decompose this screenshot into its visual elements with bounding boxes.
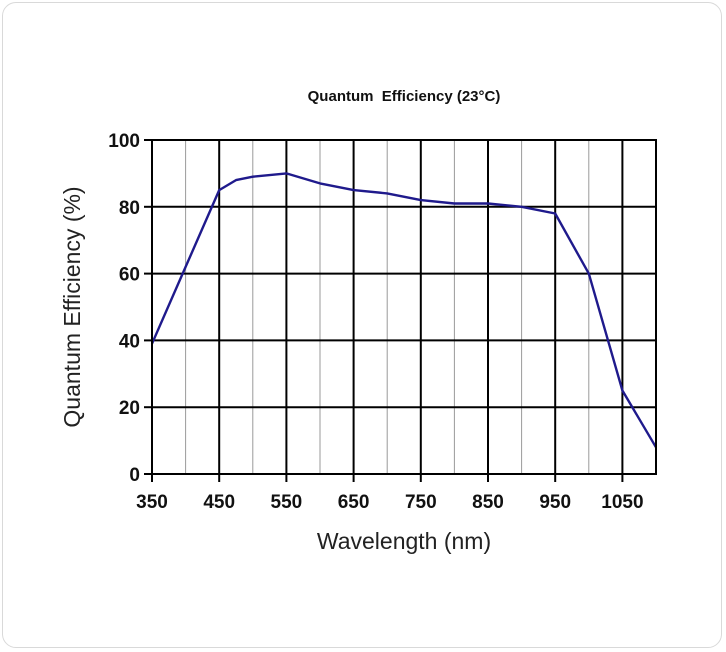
y-tick-label-60: 60 bbox=[119, 265, 140, 286]
plot-frame bbox=[151, 139, 657, 475]
x-axis-label: Wavelength (nm) bbox=[317, 528, 491, 554]
x-tick-label-450: 450 bbox=[203, 492, 235, 513]
x-tick-label-1050: 1050 bbox=[601, 492, 643, 513]
x-tick-label-350: 350 bbox=[136, 492, 168, 513]
x-tick-label-550: 550 bbox=[271, 492, 303, 513]
y-tick-label-20: 20 bbox=[119, 398, 140, 419]
grid bbox=[152, 140, 656, 474]
y-tick-label-100: 100 bbox=[108, 131, 140, 152]
series-line-0 bbox=[150, 172, 658, 448]
y-tick-label-40: 40 bbox=[119, 331, 140, 352]
x-tick-label-750: 750 bbox=[405, 492, 437, 513]
y-axis-label: Quantum Efficiency (%) bbox=[59, 186, 85, 427]
y-tick-label-80: 80 bbox=[119, 198, 140, 219]
x-tick-label-650: 650 bbox=[338, 492, 370, 513]
tick-labels: 0 20 40 60 80 100 350 450 550 650 750 850 950 1050 bbox=[108, 131, 643, 513]
chart-title: Quantum Efficiency (23°C) bbox=[308, 88, 501, 105]
y-tick-label-0: 0 bbox=[129, 465, 140, 486]
series-layer bbox=[150, 172, 658, 448]
x-tick-label-850: 850 bbox=[472, 492, 504, 513]
x-tick-label-950: 950 bbox=[539, 492, 571, 513]
